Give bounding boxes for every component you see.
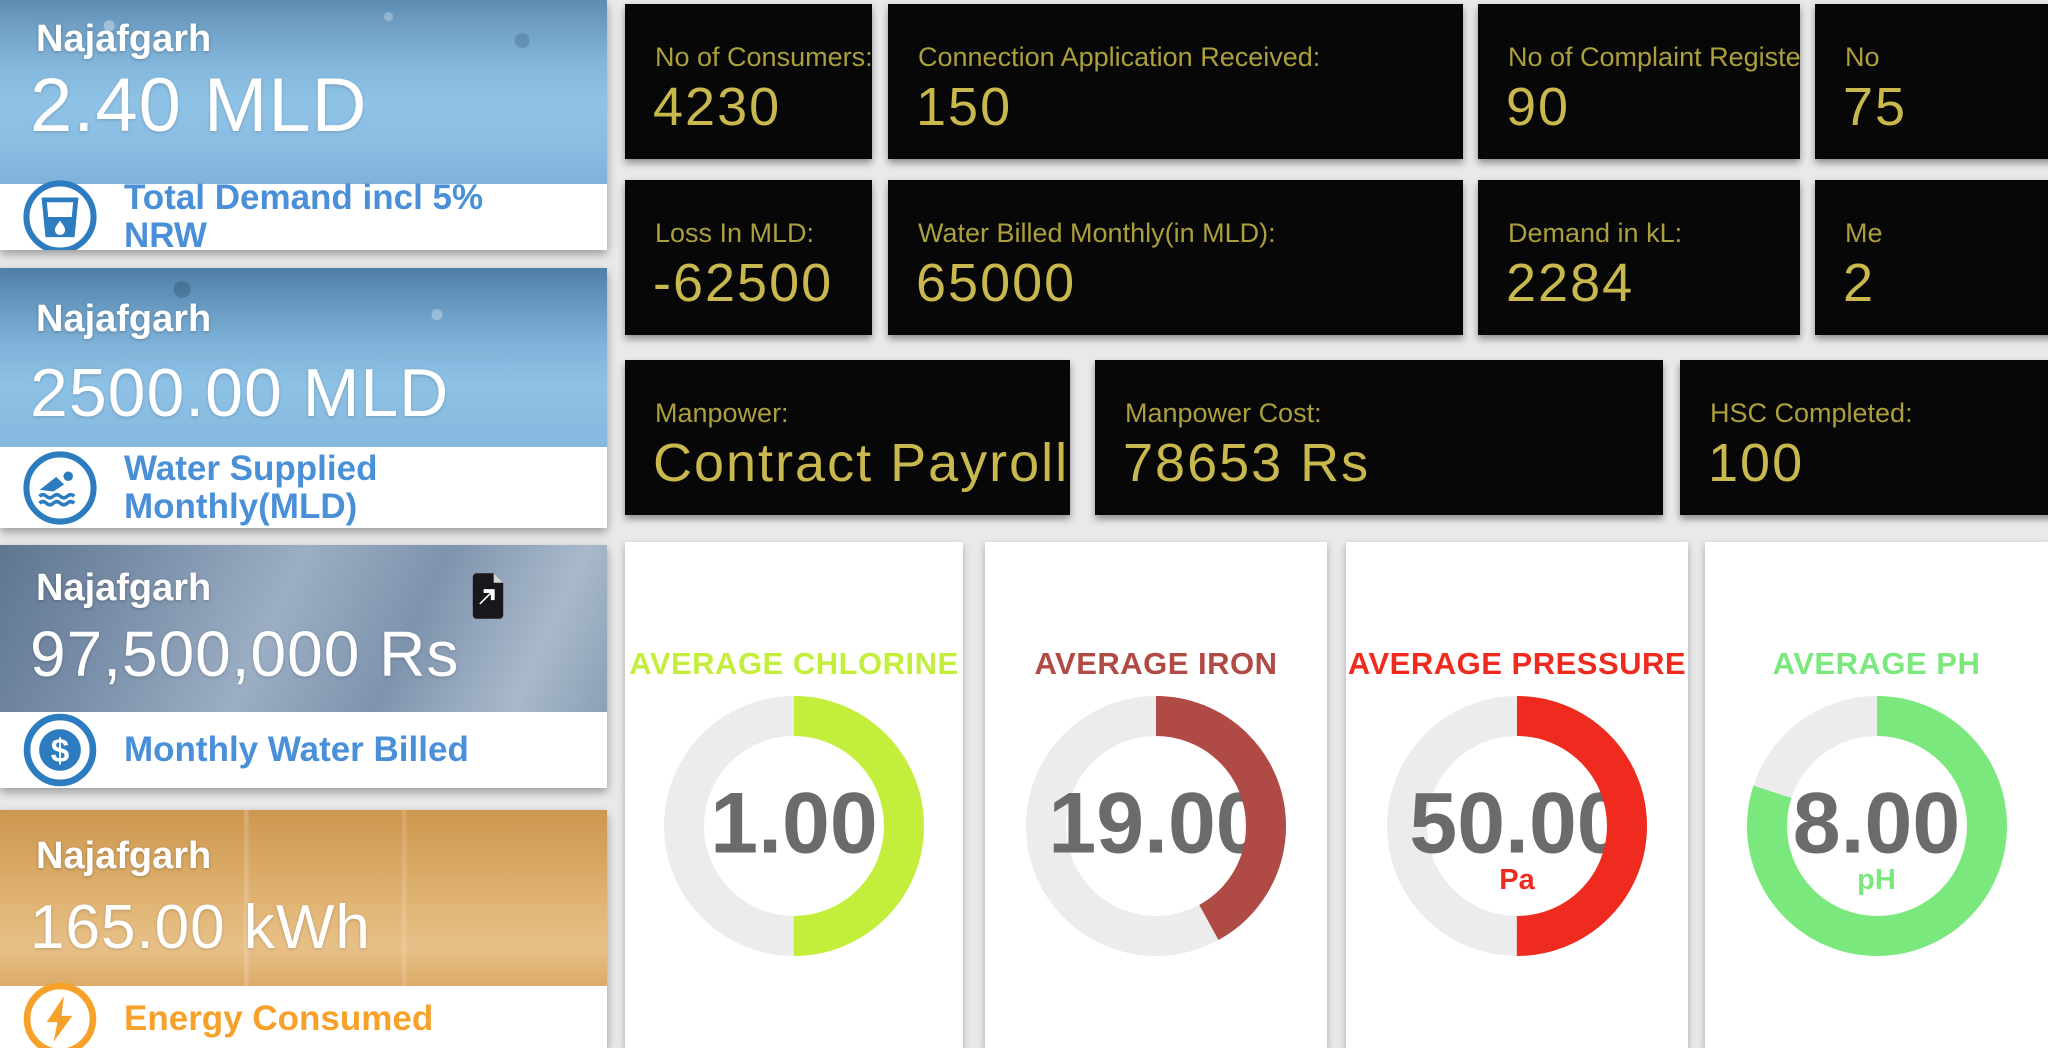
gauge-title: AVERAGE PRESSURE [1347, 646, 1687, 681]
stat-tile-loss-in-mld[interactable]: Loss In MLD: -62500 [625, 180, 872, 335]
tile-value: 75 [1843, 77, 1908, 137]
tile-label: Manpower: [655, 398, 789, 428]
gauge-value: 50.00 [1409, 775, 1625, 872]
stat-tile-hsc-completed[interactable]: HSC Completed: 100 [1680, 360, 2048, 515]
stat-tile-connection-applications[interactable]: Connection Application Received: 150 [888, 4, 1463, 159]
water-glass-icon [22, 179, 98, 250]
tile-label: No [1845, 42, 1880, 72]
tile-label: No of Complaint Register: [1508, 42, 1800, 72]
donut-gauge: 8.00 pH [1746, 696, 2007, 956]
tile-value: Contract Payroll [653, 433, 1070, 493]
tile-value: 4230 [653, 77, 782, 137]
card-label: Monthly Water Billed [124, 730, 469, 770]
water-photo: Najafgarh 2.40 MLD [0, 0, 607, 184]
stat-tile-no-of-consumers[interactable]: No of Consumers: 4230 [625, 4, 872, 159]
lightning-icon [22, 981, 98, 1048]
card-label: Water Supplied Monthly(MLD) [124, 448, 378, 526]
metric-card-total-demand[interactable]: Najafgarh 2.40 MLD Total Demand incl 5% … [0, 0, 607, 250]
tile-label: Me [1845, 218, 1883, 248]
gauge-card-average-ph[interactable]: AVERAGE PH 8.00 pH [1705, 542, 2048, 1048]
tile-label: HSC Completed: [1710, 398, 1913, 428]
card-label-strip: Total Demand incl 5% NRW [0, 179, 607, 250]
metric-card-energy[interactable]: Najafgarh 165.00 kWh Energy Consumed [0, 810, 607, 1048]
card-label: Total Demand incl 5% NRW [124, 178, 484, 250]
tile-value: 90 [1506, 77, 1571, 137]
svg-text:$: $ [51, 733, 70, 770]
donut-gauge: 50.00 Pa [1387, 696, 1647, 956]
tile-label: Demand in kL: [1508, 218, 1683, 248]
card-value: 2.40 MLD [30, 63, 368, 148]
gauge-title: AVERAGE PH [1772, 646, 1981, 681]
tile-value: 2 [1843, 253, 1876, 313]
gauge-value: 1.00 [710, 775, 878, 872]
stat-tile-water-billed-monthly[interactable]: Water Billed Monthly(in MLD): 65000 [888, 180, 1463, 335]
gauge-card-average-pressure[interactable]: AVERAGE PRESSURE 50.00 Pa [1346, 542, 1688, 1048]
card-region-title: Najafgarh [36, 835, 212, 877]
card-label: Energy Consumed [124, 999, 434, 1039]
tile-label: Manpower Cost: [1125, 398, 1322, 428]
gauge-value: 8.00 [1792, 775, 1961, 872]
money-photo: Najafgarh 97,500,000 Rs [0, 545, 607, 712]
tile-label: Water Billed Monthly(in MLD): [918, 218, 1276, 248]
card-value: 97,500,000 Rs [30, 618, 460, 690]
tile-label: No of Consumers: [655, 42, 872, 72]
tile-value: 65000 [916, 253, 1077, 313]
gauge-unit: pH [1857, 864, 1896, 896]
card-label-strip: Water Supplied Monthly(MLD) [0, 447, 607, 528]
card-value: 165.00 kWh [30, 893, 371, 962]
donut-gauge: 19.00 [1026, 696, 1286, 956]
donut-gauge: 1.00 [664, 696, 924, 956]
stat-tile-demand-in-kl[interactable]: Demand in kL: 2284 [1478, 180, 1800, 335]
gauge-value: 19.00 [1048, 775, 1264, 872]
stat-tile-complaints-registered[interactable]: No of Complaint Register: 90 [1478, 4, 1800, 159]
windmill-photo: Najafgarh 165.00 kWh [0, 810, 607, 986]
tile-value: 100 [1708, 433, 1805, 493]
card-value: 2500.00 MLD [30, 355, 450, 431]
gauge-card-average-chlorine[interactable]: AVERAGE CHLORINE 1.00 [625, 542, 963, 1048]
card-label-strip: Energy Consumed [0, 982, 607, 1048]
card-label-strip: $ Monthly Water Billed [0, 712, 607, 788]
document-export-icon[interactable] [469, 573, 507, 624]
stat-tile-manpower-cost[interactable]: Manpower Cost: 78653 Rs [1095, 360, 1663, 515]
stat-tile-cutoff-row2[interactable]: Me 2 [1815, 180, 2048, 335]
gauge-title: AVERAGE CHLORINE [629, 646, 959, 681]
gauge-card-average-iron[interactable]: AVERAGE IRON 19.00 [985, 542, 1327, 1048]
tile-value: -62500 [653, 253, 834, 313]
gauge-unit: Pa [1499, 864, 1535, 896]
swimmer-icon [22, 450, 98, 526]
dollar-icon: $ [22, 712, 98, 788]
tile-label: Connection Application Received: [918, 42, 1321, 72]
tile-label: Loss In MLD: [655, 218, 815, 248]
metric-card-water-supplied[interactable]: Najafgarh 2500.00 MLD Water Supplied Mon… [0, 268, 607, 528]
tile-value: 150 [916, 77, 1013, 137]
card-region-title: Najafgarh [36, 567, 212, 609]
stat-tile-cutoff-row1[interactable]: No 75 [1815, 4, 2048, 159]
gauge-title: AVERAGE IRON [1034, 646, 1278, 681]
card-region-title: Najafgarh [36, 18, 212, 60]
tile-value: 78653 Rs [1123, 433, 1371, 493]
water-photo: Najafgarh 2500.00 MLD [0, 268, 607, 447]
tile-value: 2284 [1506, 253, 1635, 313]
card-region-title: Najafgarh [36, 298, 212, 340]
metric-card-water-billed[interactable]: Najafgarh 97,500,000 Rs $ Monthly Water … [0, 545, 607, 788]
stat-tile-manpower[interactable]: Manpower: Contract Payroll [625, 360, 1070, 515]
